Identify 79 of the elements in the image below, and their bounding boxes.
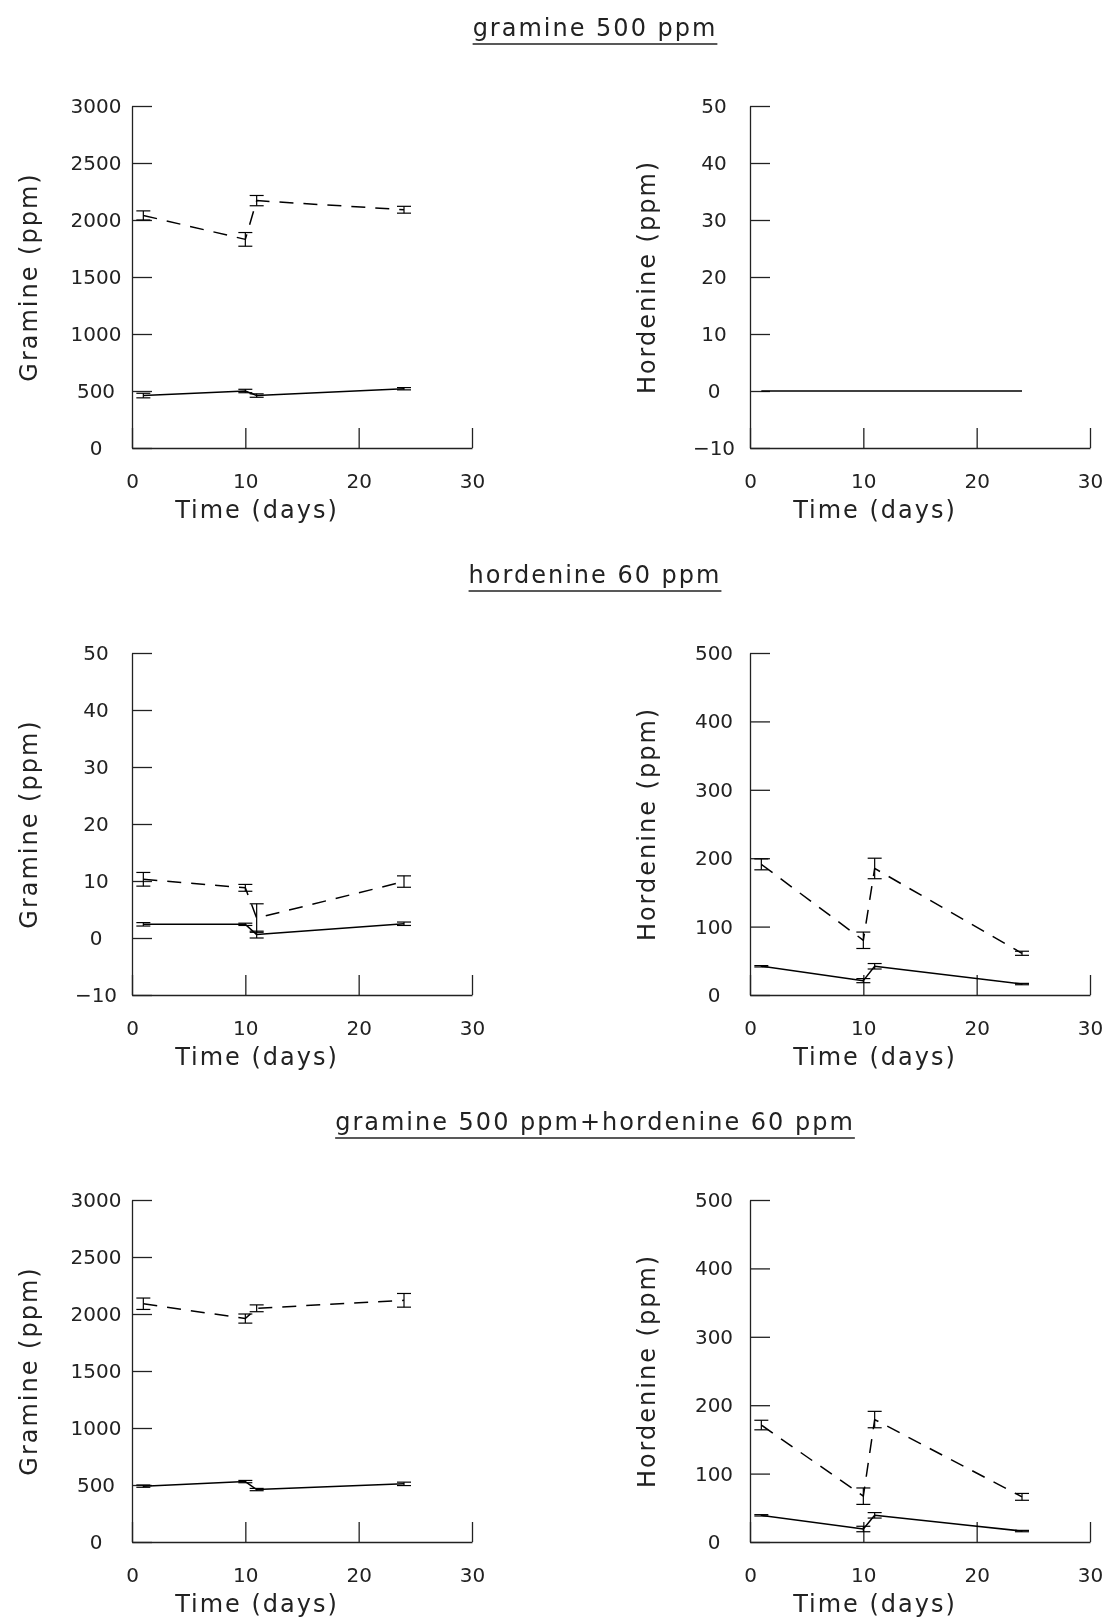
text: gramine 500 ppm <box>472 14 718 42</box>
y-tick-label: 100 <box>694 914 734 939</box>
x-tick-label: 30 <box>1077 1563 1104 1588</box>
x-axis-title: Time (days) <box>792 496 957 524</box>
y-tick-label: 400 <box>694 1256 734 1281</box>
y-tick-label: 1500 <box>70 1358 122 1383</box>
y-tick-label: 1000 <box>70 1415 122 1440</box>
x-tick-label: 20 <box>964 469 990 494</box>
y-axis-title: Hordenine (ppm) <box>633 1253 661 1489</box>
x-tick-label: 20 <box>346 1563 372 1588</box>
x-tick-label: 0 <box>744 1016 757 1041</box>
y-tick-label: 500 <box>76 378 116 403</box>
y-tick-label: 40 <box>701 150 727 175</box>
y-tick-label: 1500 <box>70 264 122 289</box>
y-tick-label: −10 <box>74 982 118 1007</box>
x-tick-label: 30 <box>459 1563 486 1588</box>
y-tick-label: 300 <box>694 777 734 802</box>
x-tick-label: 30 <box>459 1016 486 1041</box>
y-tick-label: 2000 <box>70 1301 122 1326</box>
x-tick-label: 30 <box>1077 469 1104 494</box>
y-tick-label: 500 <box>76 1472 116 1497</box>
y-tick-label: 2500 <box>70 150 122 175</box>
x-tick-label: 10 <box>233 469 259 494</box>
x-axis-title: Time (days) <box>792 1590 957 1617</box>
y-tick-label: 10 <box>701 321 727 346</box>
x-axis-title: Time (days) <box>792 1043 957 1071</box>
y-tick-label: 3000 <box>70 93 122 118</box>
x-tick-label: 0 <box>744 1563 757 1588</box>
y-tick-label: 0 <box>707 378 721 403</box>
y-tick-label: 300 <box>694 1324 734 1349</box>
y-tick-label: 1000 <box>70 321 122 346</box>
x-tick-label: 0 <box>126 1016 139 1041</box>
y-tick-label: 0 <box>89 1529 103 1554</box>
x-tick-label: 10 <box>851 469 877 494</box>
y-tick-label: 40 <box>83 697 109 722</box>
y-tick-label: 100 <box>694 1461 734 1486</box>
x-tick-label: 0 <box>126 469 139 494</box>
text: hordenine 60 ppm <box>468 561 722 589</box>
y-tick-label: 30 <box>701 207 727 232</box>
y-tick-label: 3000 <box>70 1187 122 1212</box>
y-axis-title: Gramine (ppm) <box>15 719 43 929</box>
y-tick-label: 200 <box>694 1393 734 1418</box>
y-tick-label: 0 <box>89 435 103 460</box>
y-tick-label: 500 <box>694 1187 734 1212</box>
x-tick-label: 30 <box>459 469 486 494</box>
x-axis-title: Time (days) <box>174 1043 339 1071</box>
y-tick-label: 50 <box>83 640 109 665</box>
x-tick-label: 0 <box>744 469 757 494</box>
y-axis-title: Gramine (ppm) <box>15 172 43 382</box>
x-tick-label: 10 <box>851 1016 877 1041</box>
x-axis-title: Time (days) <box>174 1590 339 1617</box>
x-tick-label: 10 <box>233 1016 259 1041</box>
y-axis-title: Hordenine (ppm) <box>633 706 661 942</box>
x-tick-label: 20 <box>964 1016 990 1041</box>
x-tick-label: 20 <box>346 469 372 494</box>
x-tick-label: 10 <box>851 1563 877 1588</box>
y-tick-label: 20 <box>701 264 727 289</box>
y-tick-label: 2500 <box>70 1244 122 1269</box>
y-tick-label: 20 <box>83 811 109 836</box>
y-tick-label: −10 <box>692 435 736 460</box>
y-tick-label: 200 <box>694 846 734 871</box>
y-axis-title: Gramine (ppm) <box>15 1266 43 1476</box>
x-axis-title: Time (days) <box>174 496 339 524</box>
y-tick-label: 2000 <box>70 207 122 232</box>
text: gramine 500 ppm+hordenine 60 ppm <box>335 1108 855 1136</box>
y-tick-label: 0 <box>707 1529 721 1554</box>
x-tick-label: 20 <box>964 1563 990 1588</box>
x-tick-label: 20 <box>346 1016 372 1041</box>
y-tick-label: 500 <box>694 640 734 665</box>
x-tick-label: 0 <box>126 1563 139 1588</box>
y-axis-title: Hordenine (ppm) <box>633 159 661 395</box>
y-tick-label: 10 <box>83 868 109 893</box>
x-tick-label: 30 <box>1077 1016 1104 1041</box>
y-tick-label: 50 <box>701 93 727 118</box>
y-tick-label: 30 <box>83 754 109 779</box>
y-tick-label: 0 <box>89 925 103 950</box>
y-tick-label: 400 <box>694 709 734 734</box>
y-tick-label: 0 <box>707 982 721 1007</box>
x-tick-label: 10 <box>233 1563 259 1588</box>
